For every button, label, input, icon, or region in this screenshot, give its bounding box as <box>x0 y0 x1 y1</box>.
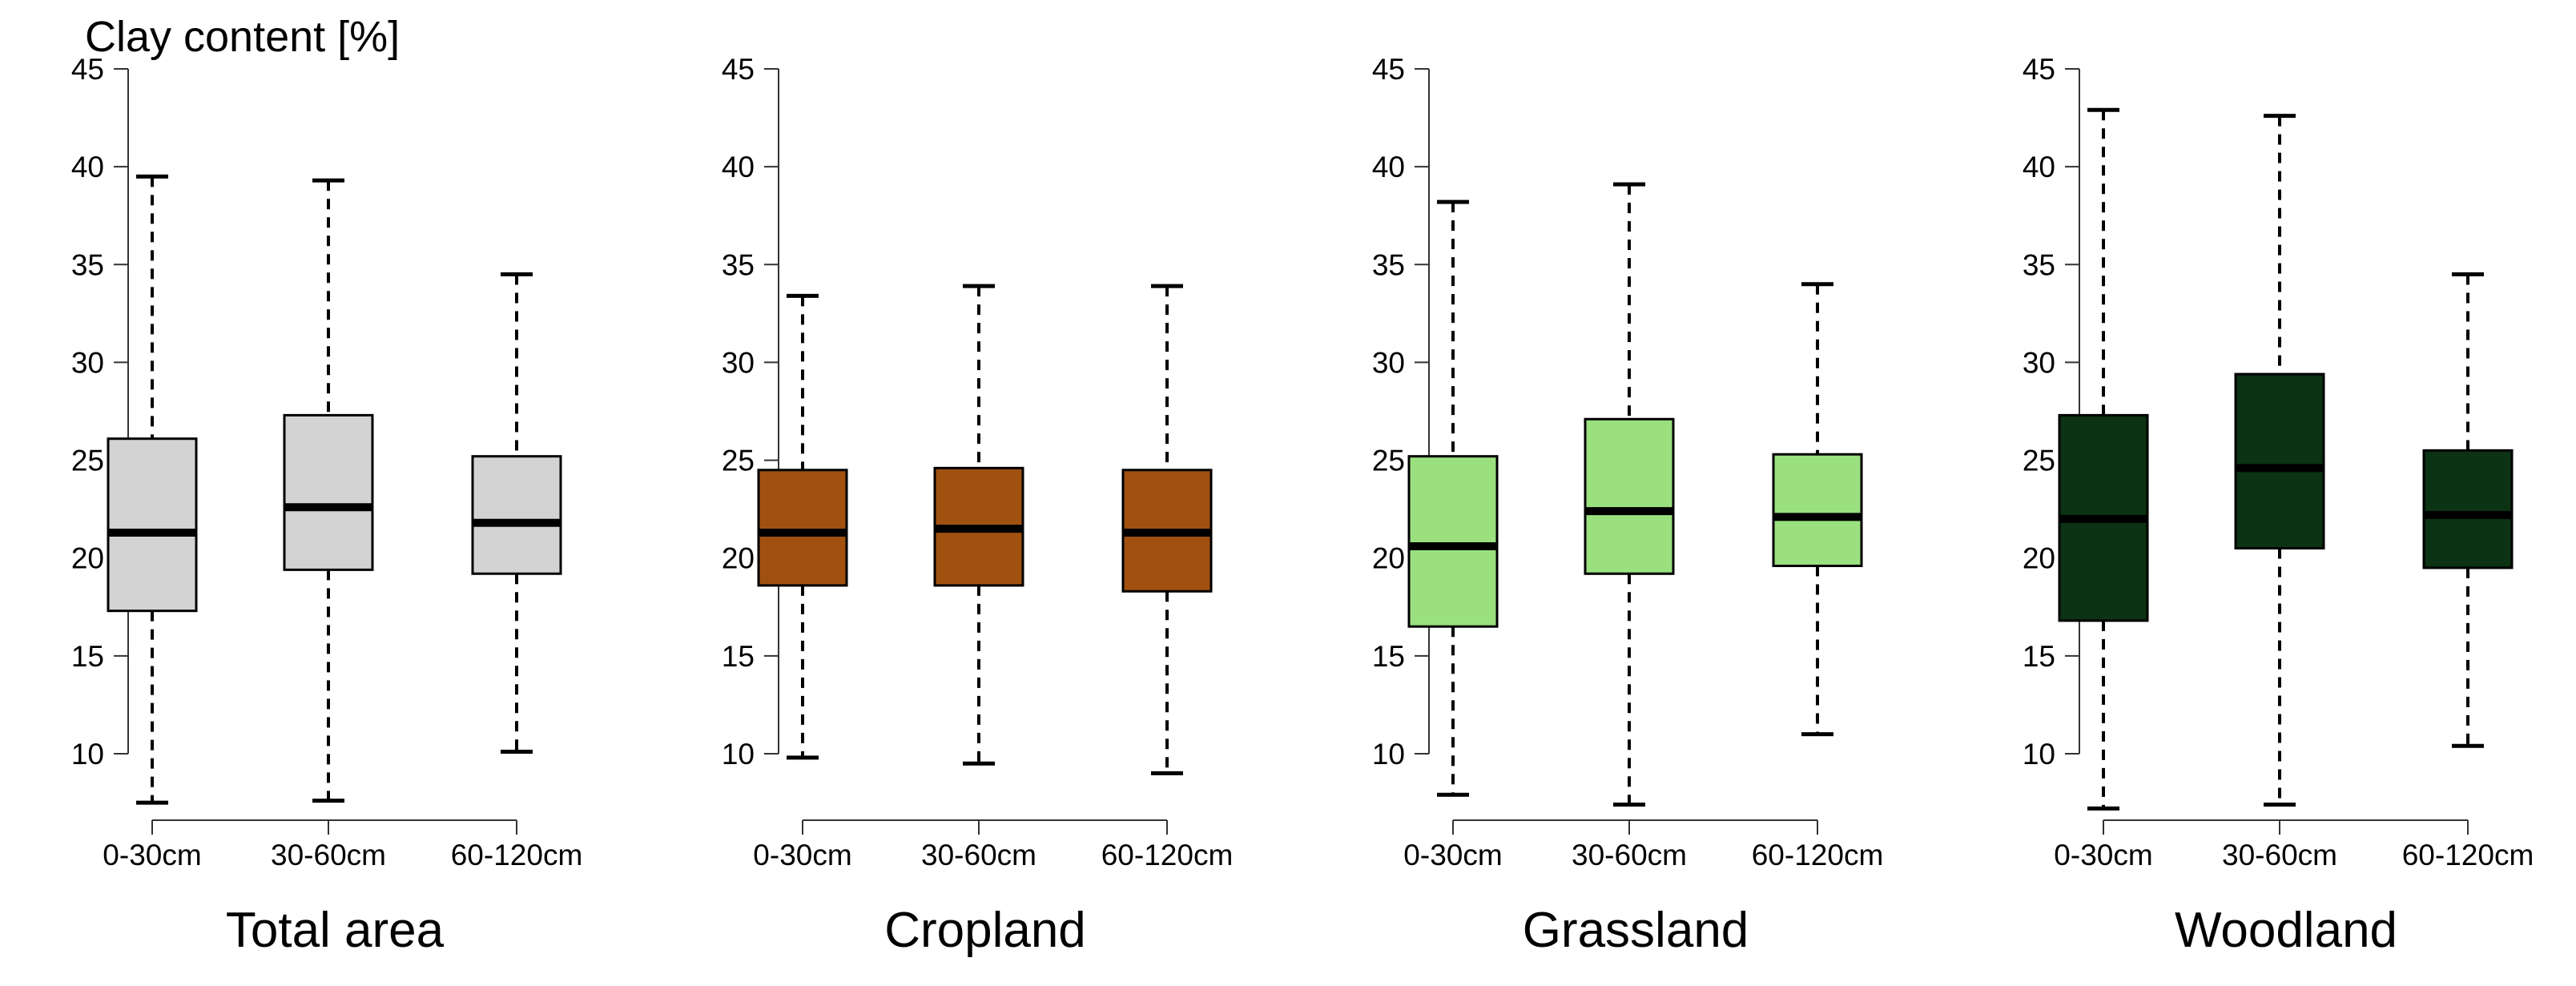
woodland-y-tick-label: 45 <box>2023 53 2055 86</box>
woodland-box <box>2422 449 2514 569</box>
grassland-y-tick-label: 35 <box>1372 248 1405 281</box>
total-area-y-tick-label: 15 <box>71 640 104 673</box>
total-area-y-tick-label: 30 <box>71 346 104 379</box>
woodland-y-tick-label: 25 <box>2023 445 2055 477</box>
total-area-box <box>471 455 562 575</box>
woodland-x-tick-label: 30-60cm <box>2222 839 2337 871</box>
grassland-y-tick-label: 40 <box>1372 151 1405 183</box>
total-area-y-tick-label: 35 <box>71 248 104 281</box>
total-area-y-tick-label: 45 <box>71 53 104 86</box>
grassland-y-tick-label: 15 <box>1372 640 1405 673</box>
woodland-box <box>2234 372 2325 550</box>
cropland-box <box>757 469 848 587</box>
woodland-y-tick-label: 15 <box>2023 640 2055 673</box>
cropland-y-tick-label: 45 <box>722 53 755 86</box>
cropland-y-tick-label: 20 <box>722 542 755 575</box>
cropland-y-tick-label: 25 <box>722 445 755 477</box>
grassland-panel-title: Grassland <box>1523 903 1749 958</box>
total-area-y-tick-label: 10 <box>71 738 104 771</box>
woodland-x-tick-label: 60-120cm <box>2402 839 2534 871</box>
woodland-y-tick-label: 35 <box>2023 248 2055 281</box>
cropland-x-tick-label: 60-120cm <box>1101 839 1234 871</box>
cropland-y-tick-label: 15 <box>722 640 755 673</box>
total-area-panel-title: Total area <box>226 903 445 958</box>
cropland-panel-title: Cropland <box>884 903 1086 958</box>
cropland-y-tick-label: 35 <box>722 248 755 281</box>
cropland-y-tick-label: 30 <box>722 346 755 379</box>
total-area-x-tick-label: 60-120cm <box>451 839 583 871</box>
cropland-y-tick-label: 40 <box>722 151 755 183</box>
grassland-x-tick-label: 0-30cm <box>1403 839 1502 871</box>
grassland-y-tick-label: 20 <box>1372 542 1405 575</box>
total-area-box <box>283 413 374 571</box>
cropland-y-tick-label: 10 <box>722 738 755 771</box>
grassland-x-tick-label: 30-60cm <box>1572 839 1687 871</box>
total-area-box <box>107 437 198 613</box>
total-area-y-tick-label: 25 <box>71 445 104 477</box>
total-area-y-tick-label: 20 <box>71 542 104 575</box>
grassland-x-tick-label: 60-120cm <box>1752 839 1884 871</box>
cropland-x-tick-label: 0-30cm <box>753 839 851 871</box>
grassland-y-tick-label: 10 <box>1372 738 1405 771</box>
total-area-x-tick-label: 30-60cm <box>271 839 386 871</box>
woodland-y-tick-label: 40 <box>2023 151 2055 183</box>
woodland-x-tick-label: 0-30cm <box>2054 839 2152 871</box>
grassland-y-tick-label: 45 <box>1372 53 1405 86</box>
woodland-panel-title: Woodland <box>2175 903 2397 958</box>
total-area-x-tick-label: 0-30cm <box>103 839 201 871</box>
woodland-y-tick-label: 30 <box>2023 346 2055 379</box>
grassland-box <box>1772 453 1863 567</box>
grassland-y-tick-label: 25 <box>1372 445 1405 477</box>
y-axis-title: Clay content [%] <box>85 13 400 61</box>
woodland-y-tick-label: 10 <box>2023 738 2055 771</box>
cropland-x-tick-label: 30-60cm <box>921 839 1036 871</box>
grassland-y-tick-label: 30 <box>1372 346 1405 379</box>
total-area-y-tick-label: 40 <box>71 151 104 183</box>
woodland-y-tick-label: 20 <box>2023 542 2055 575</box>
grassland-box <box>1407 455 1499 628</box>
grassland-box <box>1584 417 1675 575</box>
